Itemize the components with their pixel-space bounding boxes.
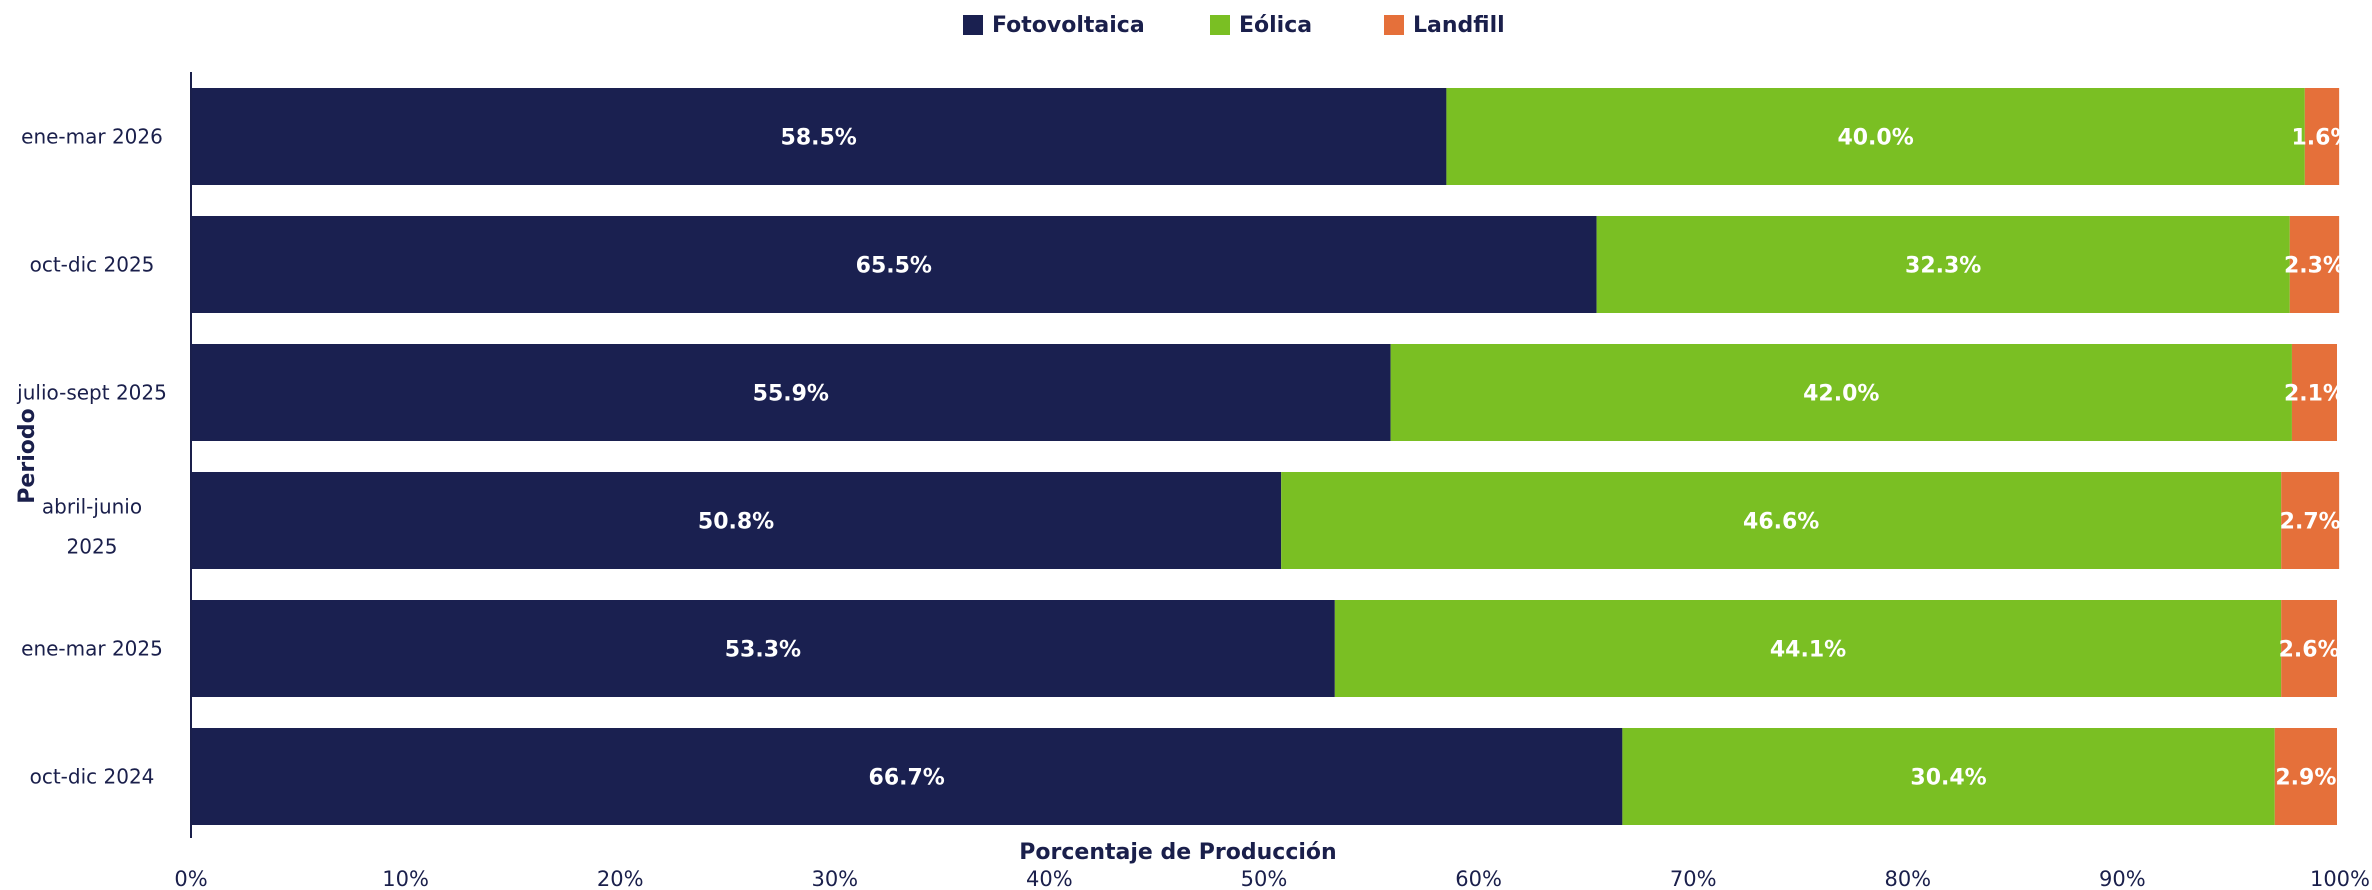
x-tick-label-5: 50% <box>1241 867 1288 890</box>
data-label-0-3: 50.8% <box>698 510 774 535</box>
bar-segment-0-1 <box>191 216 1597 313</box>
bar-segment-1-0 <box>1446 88 2305 185</box>
data-label-1-1: 32.3% <box>1905 254 1981 279</box>
data-label-2-5: 2.9% <box>2275 766 2336 791</box>
legend: Fotovoltaica Eólica Landfill <box>963 13 1505 38</box>
data-label-0-1: 65.5% <box>856 254 932 279</box>
bar-segment-0-2 <box>191 344 1391 441</box>
x-tick-labels: 0% 10% 20% 30% 40% 50% 60% 70% 80% 90% 100% <box>174 867 2370 890</box>
category-label-0: ene-mar 2026 <box>21 125 163 149</box>
x-tick-label-9: 90% <box>2099 867 2146 890</box>
x-tick-label-0: 0% <box>174 867 207 890</box>
category-labels: ene-mar 2026 oct-dic 2025 julio-sept 2025 a… <box>16 125 167 789</box>
x-tick-label-4: 40% <box>1026 867 1073 890</box>
bar-segment-1-4 <box>1334 600 2282 697</box>
data-label-2-1: 2.3% <box>2284 254 2345 279</box>
legend-label-0: Fotovoltaica <box>992 13 1145 38</box>
category-label-1: oct-dic 2025 <box>30 253 155 277</box>
data-label-1-0: 40.0% <box>1837 126 1913 151</box>
data-label-1-2: 42.0% <box>1803 382 1879 407</box>
x-tick-label-8: 80% <box>1884 867 1931 890</box>
legend-swatch-2 <box>1384 15 1404 35</box>
category-label-3: abril-junio 2025 <box>42 495 142 559</box>
bar-segment-2-3 <box>2281 472 2340 569</box>
bar-segment-1-1 <box>1596 216 2290 313</box>
x-tick-label-2: 20% <box>597 867 644 890</box>
bar-segment-1-5 <box>1622 728 2275 825</box>
bar-segment-0-3 <box>191 472 1282 569</box>
legend-swatch-1 <box>1210 15 1230 35</box>
legend-label-2: Landfill <box>1413 13 1505 38</box>
x-tick-label-7: 70% <box>1670 867 1717 890</box>
data-label-2-3: 2.7% <box>2280 510 2341 535</box>
x-tick-label-6: 60% <box>1455 867 1502 890</box>
bar-segment-0-4 <box>191 600 1335 697</box>
data-label-2-0: 1.6% <box>2291 126 2352 151</box>
bar-segment-2-0 <box>2304 88 2340 185</box>
bar-segment-1-3 <box>1281 472 2282 569</box>
bar-segment-2-4 <box>2281 600 2337 697</box>
category-label-2: julio-sept 2025 <box>16 381 167 405</box>
bar-segment-2-1 <box>2289 216 2340 313</box>
legend-label-1: Eólica <box>1239 13 1312 38</box>
category-label-4: ene-mar 2025 <box>21 637 163 661</box>
bar-segment-2-5 <box>2274 728 2337 825</box>
data-label-2-2: 2.1% <box>2284 382 2345 407</box>
bar-segment-0-5 <box>191 728 1623 825</box>
data-label-0-2: 55.9% <box>753 382 829 407</box>
x-tick-label-1: 10% <box>382 867 429 890</box>
bar-segment-0-0 <box>191 88 1447 185</box>
bar-segment-1-2 <box>1390 344 2292 441</box>
bars: 58.5% 40.0% 1.6% 65.5% 32.3% 2.3% 55.9% 42.0% 2.… <box>191 88 2352 825</box>
data-label-1-5: 30.4% <box>1910 766 1986 791</box>
x-tick-label-10: 100% <box>2310 867 2370 890</box>
y-axis-title: Periodo <box>15 408 40 503</box>
bar-segment-2-2 <box>2291 344 2337 441</box>
data-label-0-0: 58.5% <box>781 126 857 151</box>
data-label-0-5: 66.7% <box>869 766 945 791</box>
x-axis-title: Porcentaje de Producción <box>1019 840 1336 865</box>
data-label-1-3: 46.6% <box>1743 510 1819 535</box>
data-label-0-4: 53.3% <box>725 638 801 663</box>
category-label-5: oct-dic 2024 <box>30 765 155 789</box>
data-label-2-4: 2.6% <box>2279 638 2340 663</box>
legend-swatch-0 <box>963 15 983 35</box>
x-tick-label-3: 30% <box>811 867 858 890</box>
data-label-1-4: 44.1% <box>1770 638 1846 663</box>
